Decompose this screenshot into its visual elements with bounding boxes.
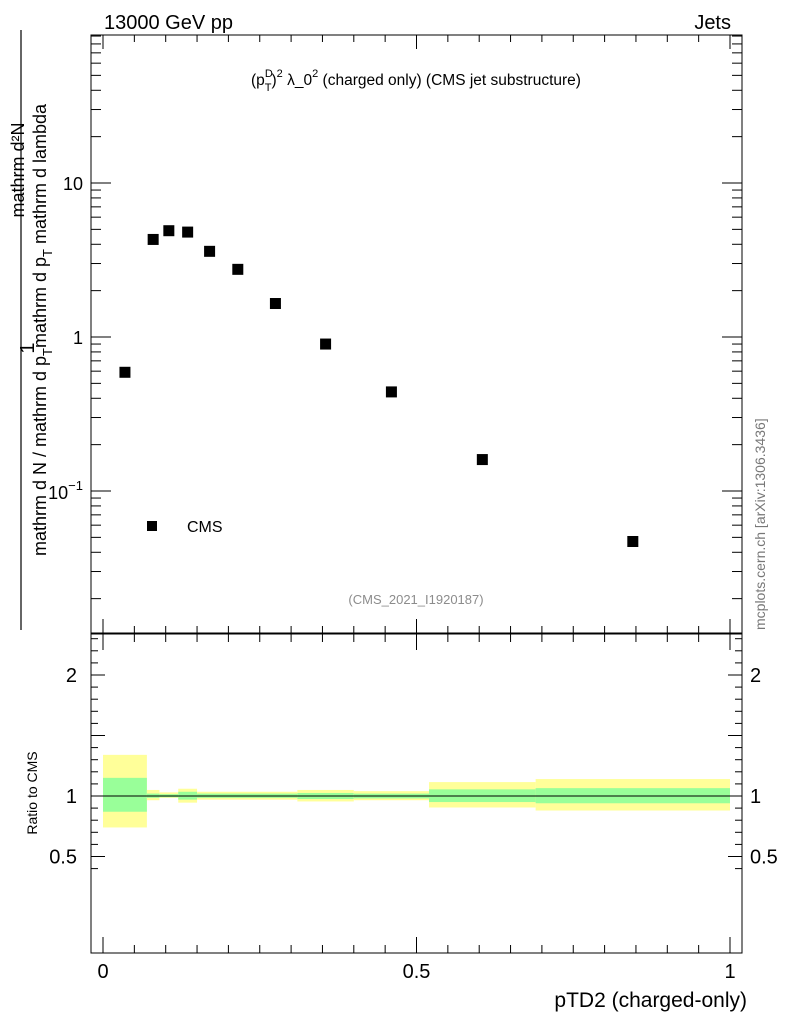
x-tick-label: 0: [97, 961, 108, 983]
y-label-upper: mathrm d²N: [8, 122, 28, 217]
ratio-y-tick-label-left: 0.5: [49, 847, 77, 869]
data-point-marker: [119, 366, 131, 378]
data-point-marker: [232, 263, 244, 275]
plot-title: (pD T)2 λ_02 (charged only) (CMS jet subs…: [251, 68, 581, 94]
y-label-lower: mathrm d N / mathrm d pTmathrm d pT math…: [30, 103, 55, 556]
main-y-tick-label: 10−1: [48, 478, 83, 503]
ratio-band-inner: [103, 777, 147, 812]
analysis-watermark: (CMS_2021_I1920187): [348, 592, 483, 607]
x-tick-label: 1: [724, 961, 735, 983]
header-left: 13000 GeV pp: [104, 12, 233, 34]
data-point-marker: [204, 245, 216, 257]
x-tick-label: 0.5: [403, 961, 431, 983]
cms-data-series: [119, 225, 639, 547]
side-source-label: mcplots.cern.ch [arXiv:1306.3436]: [752, 418, 768, 630]
ratio-y-tick-label-right: 2: [750, 665, 761, 687]
main-y-axis-label: 1 mathrm d²N mathrm d N / mathrm d pTmat…: [8, 30, 55, 630]
data-point-marker: [163, 225, 175, 237]
y-label-one: 1: [17, 342, 39, 353]
legend-marker: [147, 521, 157, 531]
data-point-marker: [320, 338, 332, 350]
ratio-tick-labels: 2 2 1 1 0.5 0.5 0 0.5 1: [49, 665, 778, 983]
x-axis-label: pTD2 (charged-only): [554, 989, 747, 1012]
ratio-y-tick-label-left: 2: [66, 665, 77, 687]
data-point-marker: [627, 535, 639, 547]
data-point-marker: [269, 298, 281, 310]
data-point-marker: [476, 454, 488, 466]
main-plot-frame: [90, 34, 743, 634]
ratio-y-tick-label-left: 1: [66, 786, 77, 808]
data-point-marker: [385, 386, 397, 398]
main-y-tick-label: 10: [63, 174, 83, 194]
header-right: Jets: [694, 12, 731, 34]
ratio-axis-ticks: [91, 634, 742, 953]
legend-label: CMS: [187, 519, 223, 536]
data-point-marker: [147, 233, 159, 245]
ratio-y-axis-label: Ratio to CMS: [24, 751, 40, 834]
ratio-uncertainty-bands: [103, 754, 730, 828]
main-y-tick-labels: 10 1 10−1: [48, 174, 83, 503]
main-axis-ticks: [91, 35, 742, 633]
ratio-y-tick-label-right: 1: [750, 786, 761, 808]
main-y-tick-label: 1: [73, 328, 83, 348]
data-point-marker: [182, 226, 194, 238]
ratio-y-tick-label-right: 0.5: [750, 847, 778, 869]
